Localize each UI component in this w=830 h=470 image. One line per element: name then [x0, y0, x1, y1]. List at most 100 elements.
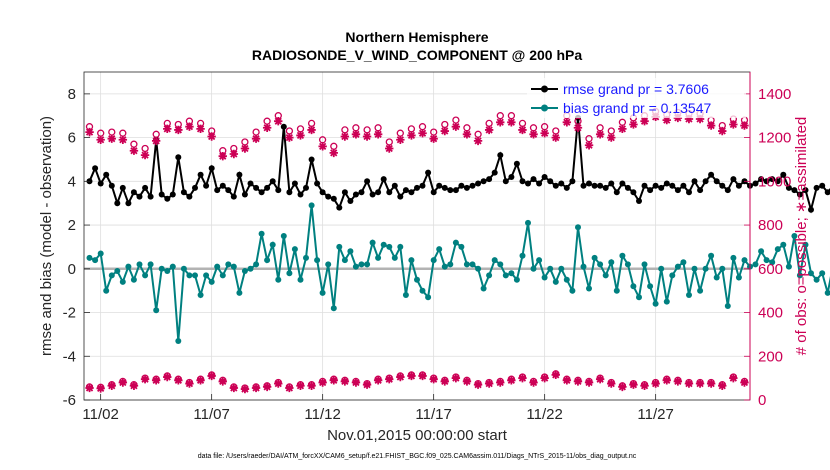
y-tick-label: -2 [63, 305, 76, 322]
data-point [563, 276, 570, 283]
data-point [735, 274, 742, 281]
data-point [441, 184, 448, 191]
data-point [275, 187, 282, 194]
data-point [142, 184, 149, 191]
y-tick-label: 2 [68, 217, 76, 234]
data-point [513, 160, 520, 167]
data-point [541, 174, 548, 180]
data-point [203, 272, 210, 279]
obs-assimilated-point [651, 379, 660, 388]
data-point [125, 200, 132, 207]
data-point [247, 265, 254, 272]
data-point [408, 189, 415, 196]
data-point [97, 180, 104, 187]
obs-assimilated-point [429, 134, 438, 143]
obs-assimilated-point [163, 372, 172, 382]
data-point [297, 191, 304, 198]
data-point [258, 230, 265, 237]
data-point [402, 187, 409, 194]
data-point [563, 184, 570, 191]
series-1 [86, 202, 830, 344]
data-point [519, 252, 526, 259]
data-point [619, 252, 626, 259]
obs-assimilated-point [640, 117, 649, 126]
data-point [125, 263, 132, 270]
obs-assimilated-point [473, 380, 483, 389]
data-point [713, 274, 720, 281]
data-point [92, 257, 99, 264]
data-point [164, 268, 171, 274]
data-point [397, 243, 404, 250]
obs-assimilated-point [507, 118, 516, 127]
y-axis-label: rmse and bias (model - observation) [38, 116, 55, 356]
data-point [480, 285, 487, 292]
y-right-tick-label: 200 [758, 348, 783, 365]
data-point [425, 294, 432, 301]
data-point [197, 292, 204, 298]
data-point [380, 176, 387, 183]
data-point [624, 261, 631, 268]
obs-assimilated-point [174, 376, 183, 385]
data-point [219, 182, 226, 189]
data-point [497, 261, 504, 268]
data-point [447, 187, 454, 194]
data-point [536, 257, 543, 264]
y-axis-label-right: # of obs: o=possible; ∗=assimilated [793, 117, 810, 356]
data-point [597, 182, 604, 189]
data-point [708, 252, 715, 259]
obs-assimilated-point [340, 377, 350, 386]
obs-assimilated-point [207, 371, 216, 381]
data-point [430, 257, 437, 264]
data-point [219, 272, 226, 279]
obs-assimilated-point [118, 135, 128, 144]
data-point [575, 224, 581, 231]
data-point [130, 276, 137, 283]
data-point [291, 180, 298, 187]
obs-assimilated-point [529, 378, 538, 387]
data-point [136, 193, 143, 200]
x-axis-label: Nov.01,2015 00:00:00 start [327, 427, 508, 444]
data-point [674, 187, 681, 194]
data-point [275, 276, 282, 283]
data-point [458, 182, 465, 189]
data-point [824, 289, 830, 296]
data-point [264, 184, 271, 191]
y-tick-label: 0 [68, 261, 76, 278]
obs-assimilated-point [329, 376, 338, 385]
data-point [597, 261, 604, 268]
data-point [180, 265, 187, 272]
data-point [153, 307, 160, 314]
data-point [208, 278, 215, 285]
data-point [214, 187, 221, 194]
data-point [280, 123, 287, 130]
y-tick-label: -4 [63, 348, 76, 365]
obs-assimilated-point [684, 379, 694, 388]
data-point [303, 184, 309, 191]
data-point [414, 276, 420, 283]
data-point [630, 283, 637, 290]
data-point [314, 257, 321, 264]
data-point [813, 276, 820, 283]
data-point [391, 182, 398, 189]
obs-assimilated-point [285, 133, 294, 142]
data-point [802, 241, 809, 248]
data-point [192, 272, 198, 279]
obs-assimilated-point [629, 380, 638, 389]
data-point [763, 178, 770, 185]
data-point [697, 187, 704, 194]
obs-assimilated-point [551, 370, 560, 380]
data-point [669, 182, 676, 189]
obs-assimilated-point [396, 372, 405, 382]
data-point [819, 270, 826, 277]
obs-assimilated-point [129, 381, 139, 390]
obs-assimilated-point [262, 382, 272, 392]
data-point [264, 257, 271, 264]
data-point [630, 189, 637, 196]
data-point [158, 265, 165, 272]
obs-assimilated-point [240, 144, 250, 153]
obs-assimilated-point [373, 130, 383, 139]
data-point [619, 180, 626, 187]
obs-assimilated-point [484, 379, 494, 388]
data-point [486, 272, 493, 279]
data-point [286, 270, 293, 277]
